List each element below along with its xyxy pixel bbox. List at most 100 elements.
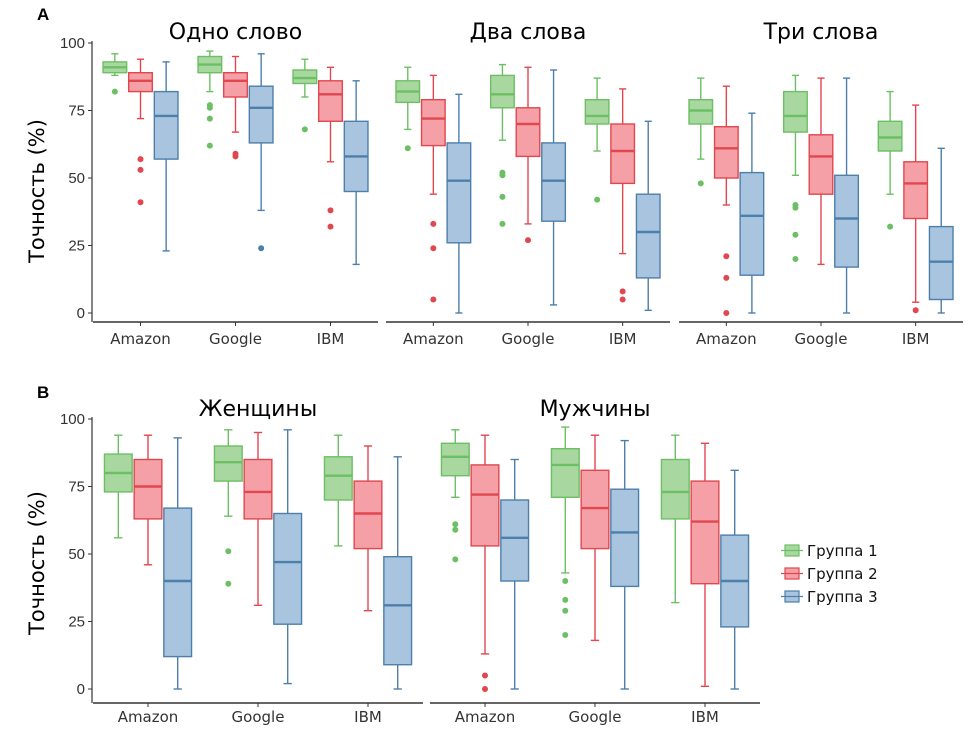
iqr-box [834,174,860,268]
outlier-point [225,548,232,555]
outlier-point [327,223,334,230]
facet-1: Женщины Amazon Google IBM [93,397,423,726]
legend-item-group-3: Группа 3 [781,588,878,606]
panel-letter-a: A [37,5,49,24]
iqr-box [440,442,470,477]
box-ibm-group-3 [343,80,369,266]
outlier-point [887,223,894,230]
x-tick-label-google: Google [795,330,848,348]
box-google-group-1 [197,50,223,149]
outlier-point [452,526,459,533]
iqr-box [580,469,610,550]
outlier-point [792,231,799,238]
box-google-group-3 [541,69,567,306]
y-axis-label-a: Точность (%) [25,119,49,264]
iqr-box [127,71,154,93]
iqr-box [353,480,383,550]
iqr-box [713,125,739,179]
box-amazon-group-3 [739,112,765,314]
x-tick-label-google: Google [232,708,285,726]
iqr-box [133,458,163,520]
outlier-point [430,220,437,227]
iqr-box [323,456,353,501]
iqr-box [163,507,193,658]
box-google-group-1 [489,63,515,227]
outlier-point [912,307,919,314]
box-amazon-group-1 [395,66,421,152]
facet-title: Три слова [763,20,879,45]
box-amazon-group-3 [500,458,530,690]
box-google-group-3 [834,77,860,314]
facet-title: Одно слово [169,20,302,45]
y-tick-label: 0 [77,305,85,322]
y-tick-label: 100 [60,35,85,52]
box-google-group-2 [222,55,249,160]
legend-label-group-3: Группа 3 [807,588,878,606]
outlier-point [452,556,459,563]
outlier-point [499,220,506,227]
iqr-box [420,98,446,147]
y-tick-label: 75 [68,103,85,120]
iqr-box [635,193,661,279]
iqr-box [877,120,903,152]
box-google-group-1 [782,74,808,262]
box-ibm-group-2 [353,445,383,612]
outlier-point [562,607,569,614]
x-tick-label-ibm: IBM [354,708,382,726]
x-tick-label-google: Google [209,330,262,348]
y-tick-label: 50 [68,546,85,563]
facet-3: Три слова Amazon Google IBM [679,20,963,348]
box-amazon-group-3 [163,437,193,690]
box-amazon-group-1 [103,434,133,539]
outlier-point [430,245,437,252]
y-tick-label: 50 [68,170,85,187]
panel-b-plots: 0 25 50 75 100 Женщины Amazon Google IBM Мужчины A… [60,397,760,726]
box-amazon-group-1 [688,77,714,187]
box-google-group-2 [580,434,610,642]
y-tick-label: 75 [68,479,85,496]
x-tick-label-ibm: IBM [317,330,345,348]
iqr-box [550,448,580,499]
iqr-box [903,161,929,220]
x-tick-label-amazon: Amazon [696,330,757,348]
facet-title: Мужчины [540,397,651,422]
box-google-group-2 [808,77,834,266]
outlier-point [206,115,213,122]
outlier-point [452,521,459,528]
iqr-box [222,71,249,98]
outlier-point [137,156,144,163]
iqr-box [500,499,530,582]
outlier-point [499,193,506,200]
y-tick-label: 25 [68,614,85,631]
outlier-point [525,237,531,244]
iqr-box [489,74,515,109]
outlier-point [232,153,239,160]
outlier-point [404,145,411,152]
box-ibm-group-1 [877,90,903,230]
legend: Группа 1 Группа 2 Группа 3 [781,542,878,606]
iqr-box [928,225,954,301]
iqr-box [383,556,413,666]
outlier-point [723,310,730,316]
box-ibm-group-2 [690,442,720,687]
box-ibm-group-3 [928,147,954,314]
box-ibm-group-2 [317,66,344,230]
box-amazon-group-2 [470,434,500,692]
x-tick-label-amazon: Amazon [110,330,171,348]
box-ibm-group-2 [610,88,636,303]
x-tick-label-ibm: IBM [691,708,719,726]
outlier-point [792,256,799,262]
box-google-group-1 [550,426,580,638]
box-amazon-group-2 [713,85,739,316]
box-amazon-group-1 [440,429,470,563]
facet-title: Женщины [199,397,317,422]
outlier-point [619,288,626,295]
outlier-point [594,196,601,203]
box-ibm-group-1 [584,77,610,203]
outlier-point [697,180,704,187]
outlier-point [562,578,569,584]
box-amazon-group-2 [420,74,446,303]
box-amazon-group-2 [133,434,163,566]
x-tick-label-google: Google [502,330,555,348]
